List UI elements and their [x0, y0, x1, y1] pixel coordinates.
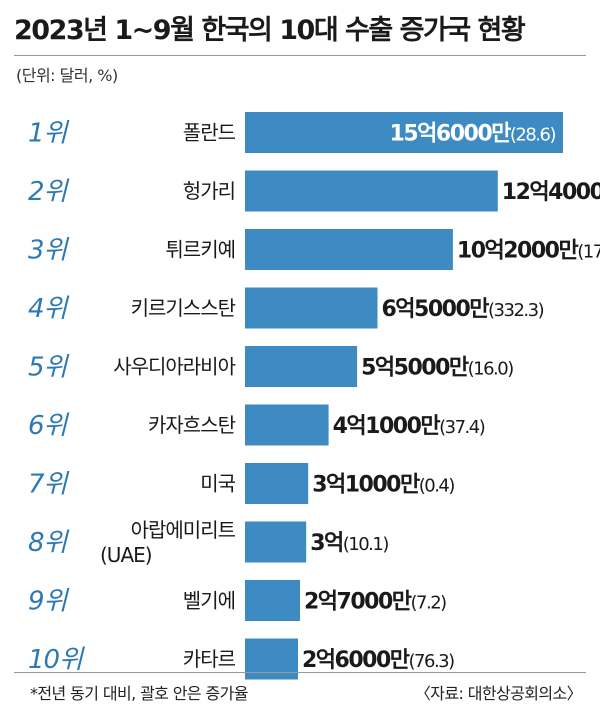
value-amount: 4억1000만 — [333, 414, 441, 439]
value-amount: 3억 — [310, 531, 343, 556]
country-label: 키르기스스탄 — [131, 296, 236, 320]
value-amount: 15억6000만 — [390, 122, 512, 147]
value-label: 2억7000만(7.2) — [304, 590, 446, 615]
value-label: 2억6000만(76.3) — [302, 648, 454, 673]
footnote: *전년 동기 대비, 괄호 안은 증가율 — [30, 684, 248, 703]
bar — [245, 287, 378, 329]
value-rate: (17.1) — [577, 242, 600, 263]
value-amount: 12억4000만 — [502, 180, 600, 205]
bar — [245, 112, 563, 153]
value-amount: 2억6000만 — [302, 648, 410, 673]
country-label: 폴란드 — [183, 121, 236, 145]
source-credit: 〈자료: 대한상공회의소〉 — [414, 684, 583, 703]
rank-label: 9위 — [28, 587, 70, 617]
value-rate: (37.4) — [439, 417, 485, 438]
value-label: 4억1000만(37.4) — [333, 414, 485, 439]
value-label: 3억(10.1) — [310, 531, 388, 556]
value-rate: (28.6) — [510, 125, 556, 146]
bar — [245, 229, 453, 270]
country-label: 헝가리 — [183, 179, 235, 203]
country-label: 튀르키예 — [165, 238, 235, 262]
country-label: 미국 — [200, 472, 235, 496]
country-label: (UAE) — [100, 543, 152, 567]
rank-label: 8위 — [28, 528, 70, 558]
rank-label: 6위 — [28, 411, 70, 441]
unit-label: (단위: 달러, %) — [16, 66, 118, 85]
footer-divider — [14, 672, 586, 673]
country-label: 아랍에미리트 — [131, 518, 236, 542]
value-rate: (332.3) — [488, 300, 544, 321]
value-amount: 10억2000만 — [457, 239, 579, 264]
value-amount: 3억1000만 — [312, 473, 420, 498]
rank-label: 4위 — [28, 294, 70, 324]
bar — [245, 521, 307, 563]
chart-title: 2023년 1~9월 한국의 10대 수출 증가국 현황 — [14, 15, 526, 46]
value-amount: 6억5000만 — [382, 297, 490, 322]
rank-label: 3위 — [28, 236, 70, 266]
bar — [245, 404, 329, 446]
country-label: 벨기에 — [183, 589, 235, 613]
value-amount: 2억7000만 — [304, 590, 412, 615]
value-rate: (16.0) — [468, 359, 514, 380]
bar — [245, 580, 300, 621]
value-rate: (7.2) — [411, 593, 447, 614]
value-rate: (0.4) — [419, 476, 455, 497]
country-label: 카타르 — [183, 647, 236, 671]
rank-label: 2위 — [28, 177, 70, 207]
rank-label: 1위 — [28, 119, 70, 149]
rank-label: 10위 — [28, 645, 85, 675]
bar — [245, 170, 498, 212]
value-label: 6억5000만(332.3) — [382, 297, 544, 322]
value-label: 10억2000만(17.1) — [457, 239, 600, 264]
bar — [245, 463, 309, 504]
value-rate: (10.1) — [343, 534, 389, 555]
value-amount: 5억5000만 — [361, 356, 469, 381]
value-rate: (76.3) — [409, 651, 455, 672]
bar — [245, 346, 358, 387]
title-divider — [14, 55, 586, 56]
bar — [245, 638, 298, 680]
rank-label: 7위 — [28, 470, 70, 500]
country-label: 카자흐스탄 — [148, 413, 236, 437]
value-label: 3억1000만(0.4) — [312, 473, 454, 498]
value-label: 15억6000만(28.6) — [390, 122, 556, 147]
country-label: 사우디아라비아 — [113, 355, 235, 379]
value-label: 5억5000만(16.0) — [361, 356, 513, 381]
rank-label: 5위 — [28, 353, 70, 383]
value-label: 12억4000만(29.2) — [502, 180, 600, 205]
